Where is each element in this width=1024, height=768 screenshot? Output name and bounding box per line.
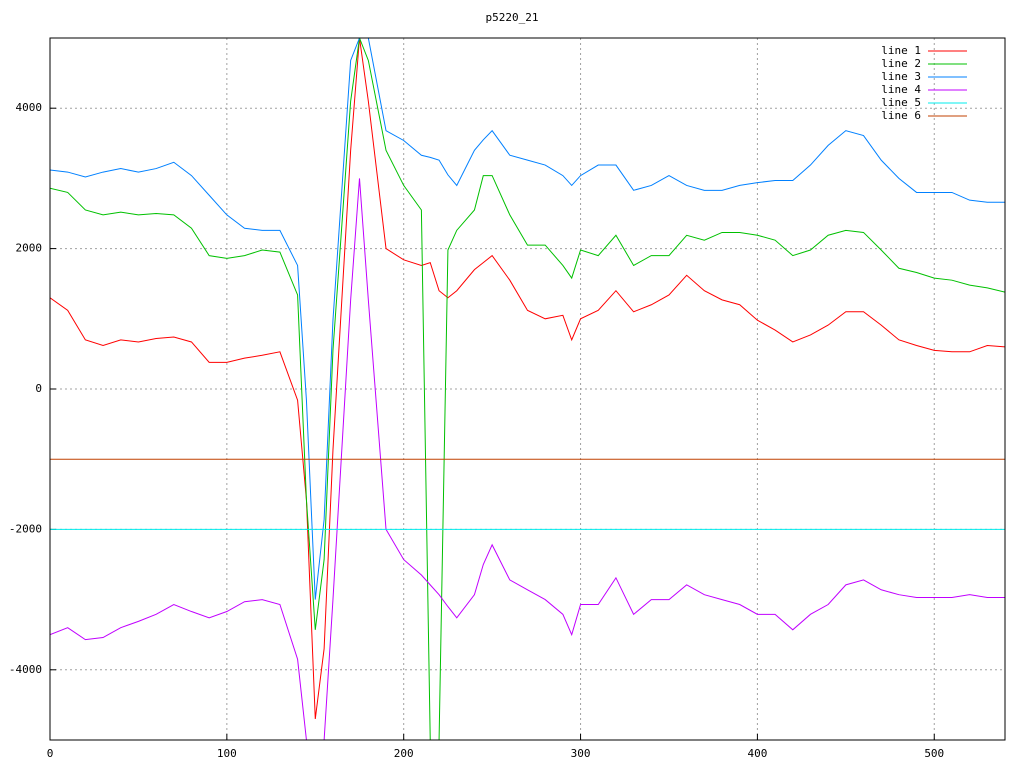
y-tick-label: -2000 [9,522,42,535]
data-line [50,178,1005,740]
x-tick-label: 400 [747,747,767,760]
plot-border [49,37,1006,741]
legend-label: line 4 [881,83,921,96]
data-line [50,38,1005,720]
legend-label: line 5 [881,96,921,109]
y-tick-label: 2000 [16,242,43,255]
grid: 0 100 200 300 400 500 -4000 -2000 0 2000 4000 [9,38,1005,760]
legend-label: line 3 [881,70,921,83]
x-tick-label: 200 [394,747,414,760]
legend-label: line 6 [881,109,921,122]
x-tick-label: 500 [924,747,944,760]
data-line [50,38,1005,740]
x-tick-label: 300 [571,747,591,760]
x-tick-label: 100 [217,747,237,760]
plot-area [50,38,1005,740]
legend-label: line 1 [881,44,921,57]
data-line [50,38,1005,600]
legend-label: line 2 [881,57,921,70]
y-tick-label: 4000 [16,101,43,114]
y-tick-label: -4000 [9,663,42,676]
chart-title: p5220_21 [486,11,539,24]
y-tick-label: 0 [35,382,42,395]
x-tick-label: 0 [47,747,54,760]
